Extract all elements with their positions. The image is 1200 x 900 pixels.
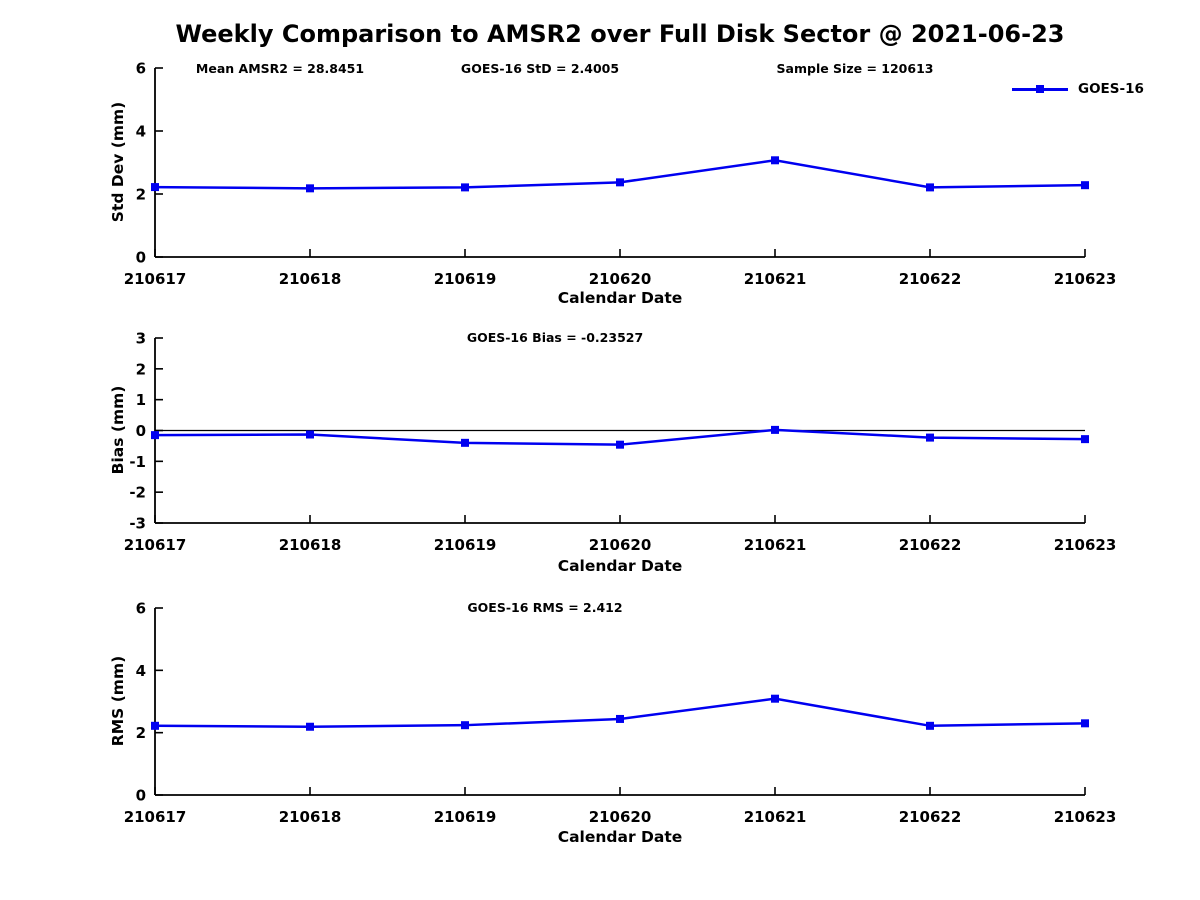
y-tick-label: 0 — [136, 249, 146, 267]
y-tick-label: 3 — [136, 330, 146, 348]
data-point — [306, 430, 314, 439]
x-axis-label-stddev: Calendar Date — [557, 289, 683, 307]
data-point — [151, 721, 159, 730]
data-point — [771, 425, 779, 434]
data-point — [926, 433, 934, 442]
annotation-goes16-bias: GOES-16 Bias = -0.23527 — [466, 330, 644, 345]
x-tick-label: 210617 — [124, 808, 187, 826]
y-tick-label: -1 — [129, 453, 146, 471]
y-tick-label: 6 — [136, 60, 146, 78]
data-point — [616, 714, 624, 723]
x-tick-label: 210622 — [899, 536, 962, 554]
data-point — [151, 431, 159, 440]
x-tick-label: 210621 — [744, 270, 807, 288]
x-axis-label-bias: Calendar Date — [557, 557, 683, 575]
x-tick-label: 210619 — [434, 270, 497, 288]
x-tick-label: 210619 — [434, 808, 497, 826]
x-tick-label: 210620 — [589, 270, 652, 288]
data-point — [771, 156, 779, 165]
y-tick-label: 2 — [136, 186, 146, 204]
x-tick-label: 210618 — [279, 536, 342, 554]
legend: GOES-16 — [1012, 81, 1144, 97]
legend-marker-icon — [1036, 85, 1044, 93]
x-tick-label: 210617 — [124, 536, 187, 554]
legend-line-sample — [1012, 85, 1068, 93]
data-point — [1081, 719, 1089, 728]
x-tick-label: 210623 — [1054, 536, 1117, 554]
annotation-goes16-std: GOES-16 StD = 2.4005 — [460, 61, 620, 76]
data-point — [926, 183, 934, 192]
y-tick-label: -3 — [129, 515, 146, 533]
x-tick-label: 210621 — [744, 536, 807, 554]
x-tick-label: 210622 — [899, 808, 962, 826]
data-point — [461, 721, 469, 730]
y-tick-label: 6 — [136, 600, 146, 618]
y-tick-label: 0 — [136, 787, 146, 805]
rms-plot: 0 2 4 6 210617 210618 210619 210620 210621 210622… — [124, 600, 1117, 827]
data-point — [616, 178, 624, 187]
legend-label: GOES-16 — [1078, 81, 1144, 97]
x-tick-label: 210623 — [1054, 270, 1117, 288]
chart-title: Weekly Comparison to AMSR2 over Full Dis… — [175, 20, 1065, 48]
x-tick-label: 210621 — [744, 808, 807, 826]
data-point — [1081, 435, 1089, 444]
x-tick-label: 210623 — [1054, 808, 1117, 826]
x-tick-label: 210618 — [279, 808, 342, 826]
x-tick-label: 210620 — [589, 808, 652, 826]
data-point — [306, 184, 314, 193]
data-point — [926, 721, 934, 730]
y-tick-label: 2 — [136, 724, 146, 742]
data-point — [461, 183, 469, 192]
data-point — [1081, 181, 1089, 190]
bias-plot: 3 2 1 0 -1 -2 -3 210617 210618 210619 210620 210621… — [124, 330, 1117, 555]
data-point — [616, 440, 624, 449]
x-tick-label: 210617 — [124, 270, 187, 288]
y-tick-label: -2 — [129, 484, 146, 502]
stddev-plot: 0 2 4 6 210617 210618 210619 210620 210621 210622… — [124, 60, 1117, 289]
data-point — [306, 722, 314, 731]
x-tick-label: 210622 — [899, 270, 962, 288]
annotation-mean-amsr2: Mean AMSR2 = 28.8451 — [195, 61, 365, 76]
data-point — [771, 694, 779, 703]
data-point — [461, 438, 469, 447]
annotation-goes16-rms: GOES-16 RMS = 2.412 — [467, 600, 623, 615]
y-tick-label: 0 — [136, 422, 146, 440]
y-tick-label: 4 — [136, 123, 146, 141]
annotation-sample-size: Sample Size = 120613 — [776, 61, 934, 76]
data-point — [151, 183, 159, 192]
y-tick-label: 1 — [136, 391, 146, 409]
x-axis-label-rms: Calendar Date — [557, 828, 683, 846]
y-tick-label: 2 — [136, 360, 146, 378]
x-tick-label: 210619 — [434, 536, 497, 554]
x-tick-label: 210618 — [279, 270, 342, 288]
x-tick-label: 210620 — [589, 536, 652, 554]
y-tick-label: 4 — [136, 662, 146, 680]
